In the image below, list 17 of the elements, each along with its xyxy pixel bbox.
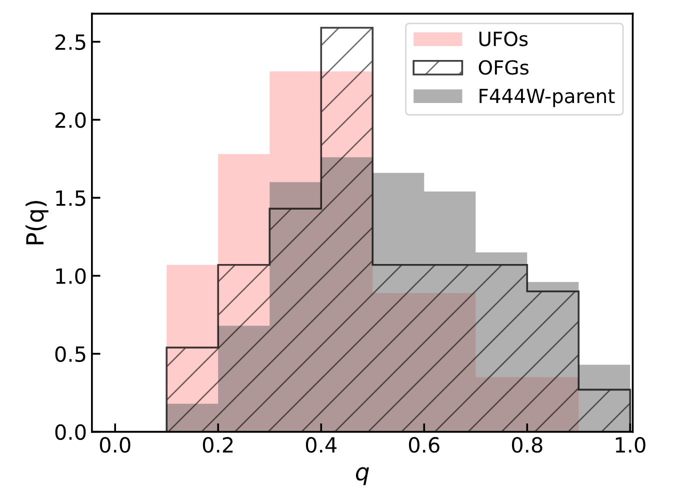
legend-label: UFOs xyxy=(479,32,528,46)
y-tick-label: 1.0 xyxy=(56,268,86,284)
x-tick-label: 0.8 xyxy=(512,437,542,453)
x-tick-label: 0.2 xyxy=(202,437,233,453)
y-tick-label: 2.0 xyxy=(55,112,86,128)
x-tick-label: 0.4 xyxy=(306,437,337,453)
x-tick-label: 0.0 xyxy=(100,437,130,453)
legend-label: OFGs xyxy=(478,60,528,75)
y-tick-label: 2.5 xyxy=(55,34,86,50)
y-tick-label: 0.0 xyxy=(55,424,86,440)
x-tick-label: 1.0 xyxy=(616,437,646,453)
x-tick-label: 0.6 xyxy=(408,437,440,453)
legend-label: F444W-parent xyxy=(480,88,615,108)
x-axis-title: q xyxy=(356,467,369,486)
y-axis-title: P(q) xyxy=(26,200,48,244)
y-tick-label: 1.5 xyxy=(56,190,86,206)
y-tick-label: 0.5 xyxy=(55,346,86,362)
